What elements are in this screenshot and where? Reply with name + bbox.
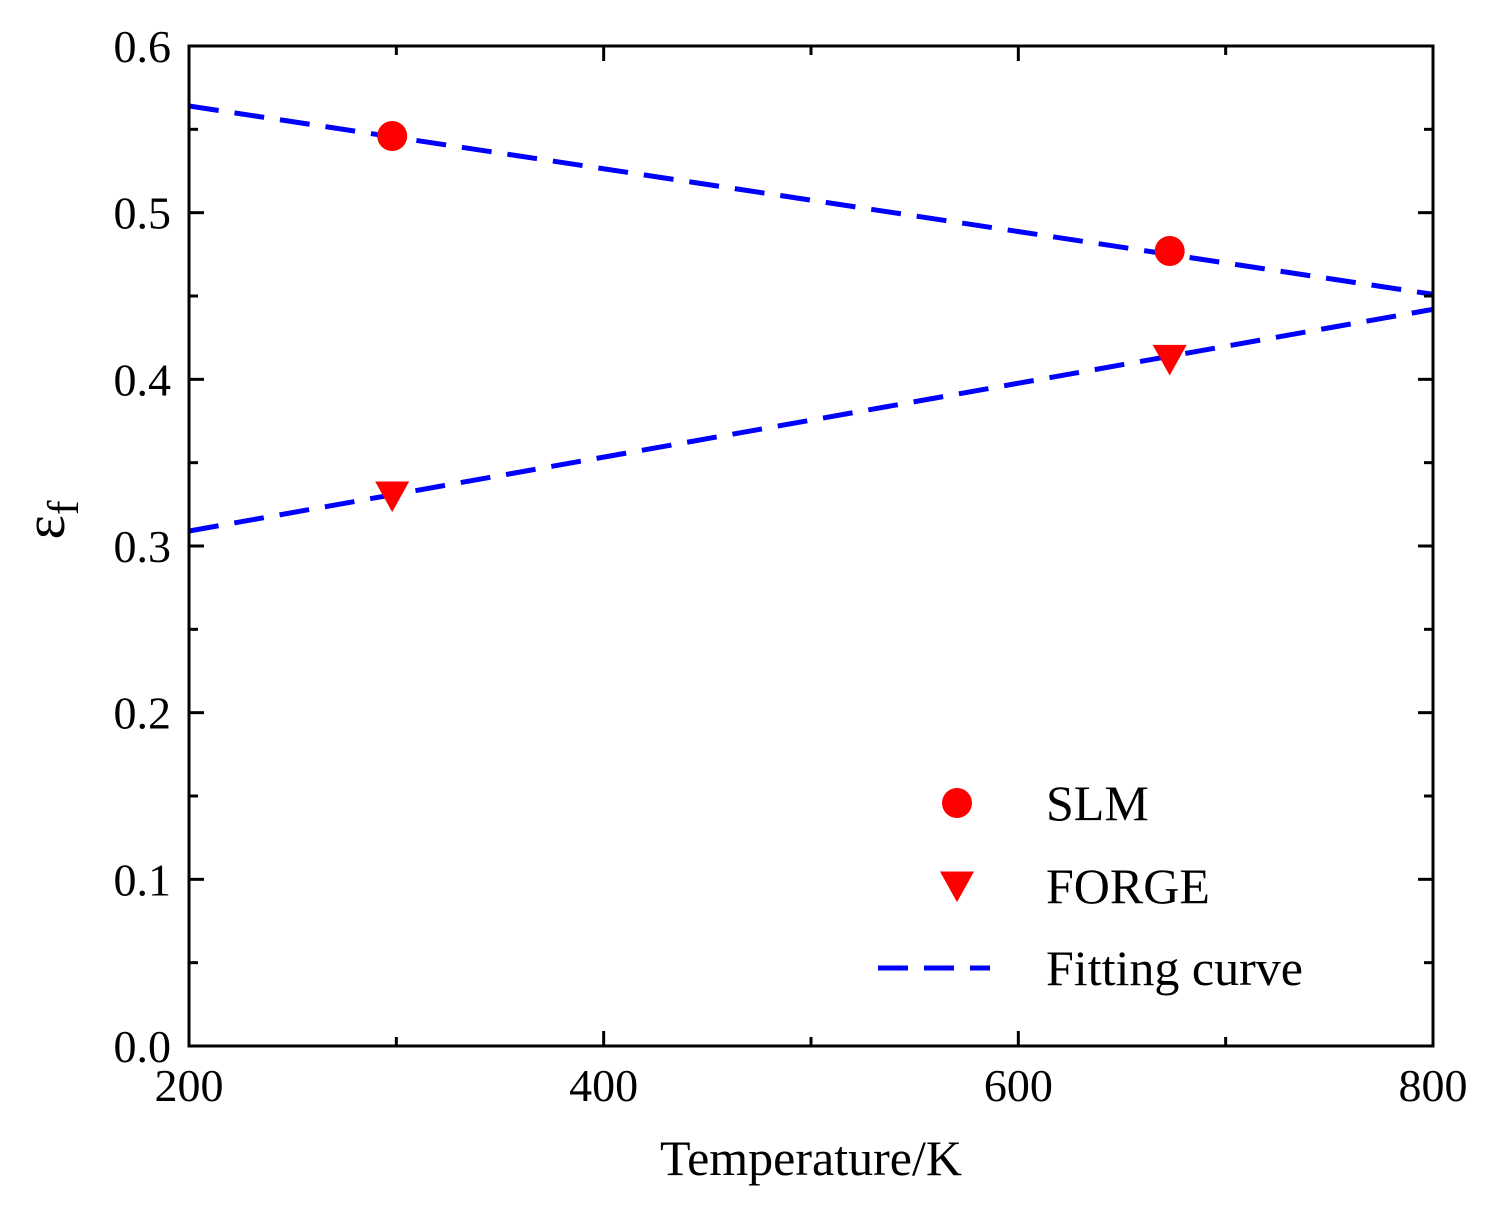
legend-slm-label: SLM xyxy=(1046,775,1149,831)
slm-point xyxy=(377,121,408,151)
slm-point xyxy=(1154,236,1185,266)
series-layer xyxy=(189,103,1433,534)
forge-point xyxy=(1152,344,1187,376)
x-axis-title: Temperature/K xyxy=(660,1130,962,1186)
legend: SLM FORGE Fitting curve xyxy=(878,775,1303,996)
tick-layer xyxy=(187,44,1435,1048)
label-layer: 200 400 600 800 0.0 0.1 0.2 0.3 0.4 0.5 0.6 xyxy=(114,21,1468,1111)
y-tick-label: 0.5 xyxy=(114,188,172,239)
legend-forge-marker xyxy=(940,871,974,903)
plot-frame xyxy=(187,44,1435,1048)
x-tick-label: 200 xyxy=(155,1060,224,1111)
legend-slm-marker xyxy=(942,788,972,818)
x-tick-label: 800 xyxy=(1399,1060,1468,1111)
x-tick-label: 600 xyxy=(984,1060,1053,1111)
y-axis-title-subscript: f xyxy=(39,500,88,515)
forge-point xyxy=(375,481,410,513)
fitting-curve-line xyxy=(189,306,1433,534)
x-tick-label: 400 xyxy=(569,1060,638,1111)
y-axis-title-main: ε xyxy=(12,515,77,539)
y-tick-label: 0.2 xyxy=(114,688,172,739)
marker-layer xyxy=(375,121,1187,513)
y-tick-label: 0.6 xyxy=(114,21,172,72)
legend-fitting-curve-label: Fitting curve xyxy=(1046,940,1303,996)
y-tick-label: 0.3 xyxy=(114,521,172,572)
y-axis-title: εf xyxy=(12,500,88,539)
legend-forge-label: FORGE xyxy=(1046,858,1210,914)
y-tick-label: 0.1 xyxy=(114,854,172,905)
fitting-curve-line xyxy=(189,103,1433,297)
y-tick-label: 0.4 xyxy=(114,354,172,405)
y-tick-label: 0.0 xyxy=(114,1021,172,1072)
